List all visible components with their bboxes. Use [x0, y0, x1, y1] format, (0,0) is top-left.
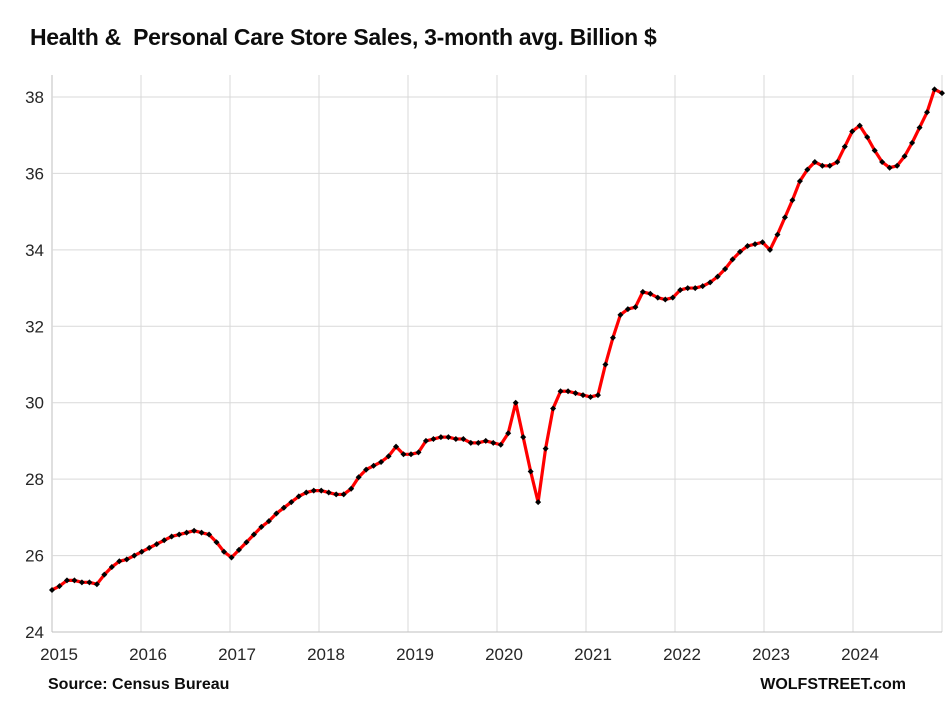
- x-tick-label: 2021: [574, 645, 612, 664]
- y-tick-label: 38: [25, 88, 44, 107]
- y-tick-label: 28: [25, 470, 44, 489]
- x-tick-label: 2023: [752, 645, 790, 664]
- brand-label: WOLFSTREET.com: [760, 676, 906, 693]
- x-tick-label: 2020: [485, 645, 523, 664]
- y-tick-label: 30: [25, 394, 44, 413]
- x-tick-label: 2024: [841, 645, 879, 664]
- x-tick-label: 2016: [129, 645, 167, 664]
- source-label: Source: Census Bureau: [48, 676, 230, 693]
- horizontal-gridlines: [52, 96, 942, 633]
- x-tick-label: 2022: [663, 645, 701, 664]
- data-point-markers: [49, 86, 945, 593]
- y-tick-label: 34: [25, 241, 44, 260]
- y-tick-label: 26: [25, 547, 44, 566]
- y-axis-labels: 24 26 28 30 32 34 36 38: [25, 88, 44, 642]
- x-tick-label: 2017: [218, 645, 256, 664]
- x-tick-label: 2019: [396, 645, 434, 664]
- x-tick-label: 2015: [40, 645, 78, 664]
- x-axis-labels: 2015 2016 2017 2018 2019 2020 2021 2022 2023 2024: [40, 645, 879, 664]
- y-tick-label: 32: [25, 317, 44, 336]
- y-tick-label: 36: [25, 164, 44, 183]
- vertical-gridlines: [51, 75, 943, 632]
- chart-title: Health & Personal Care Store Sales, 3-mo…: [30, 24, 657, 50]
- x-tick-label: 2018: [307, 645, 345, 664]
- y-tick-label: 24: [25, 623, 44, 642]
